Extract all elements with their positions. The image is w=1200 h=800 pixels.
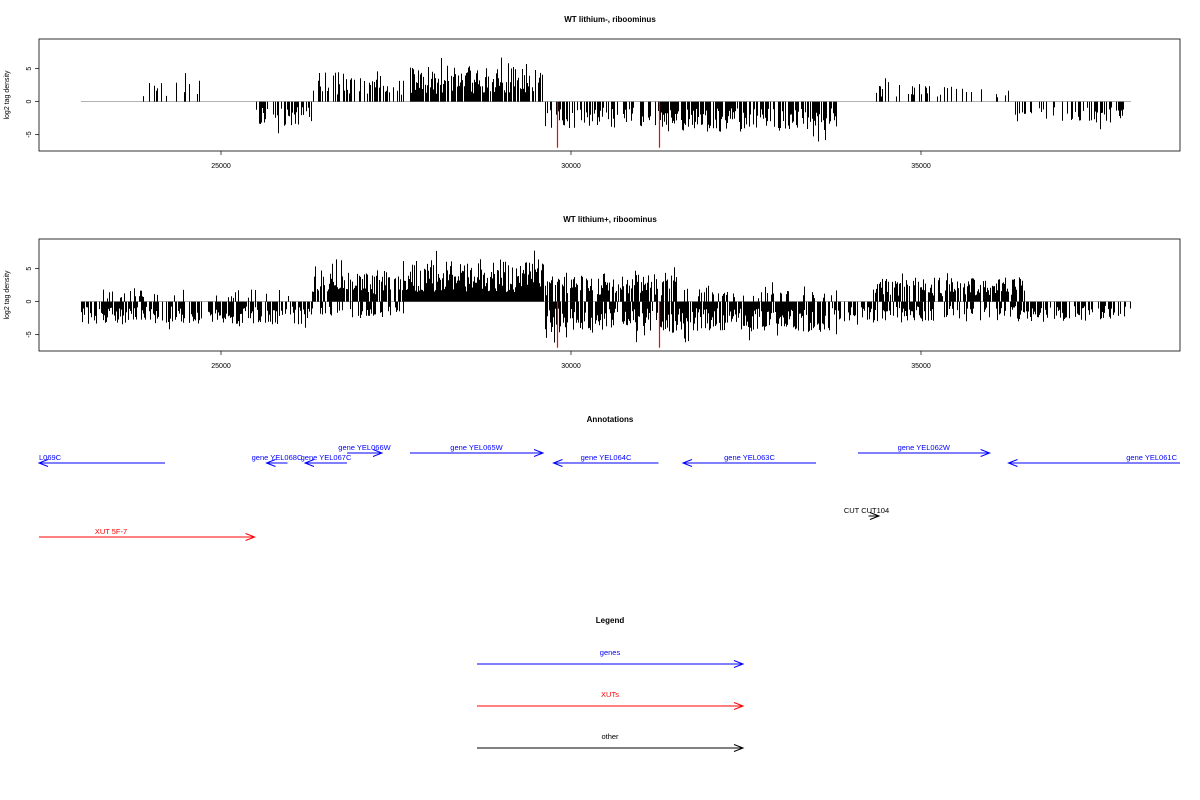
panel-1-xtick-label: 35000 (911, 163, 931, 170)
legend-label: other (601, 732, 619, 741)
feature-label: gene YEL061C (1126, 453, 1177, 462)
coverage-bars (320, 301, 404, 318)
legend-item: other (477, 732, 745, 752)
coverage-bars (81, 301, 313, 330)
coverage-bars (403, 250, 544, 302)
annotation-feature: gene YEL062W (858, 443, 991, 457)
feature-label: CUT CUT104 (844, 506, 889, 515)
feature-label: gene YEL068C (252, 453, 303, 462)
feature-arrowhead (869, 512, 881, 520)
coverage-bars (256, 101, 312, 134)
panel-1-ylabel: log2 tag density (4, 70, 11, 120)
coverage-bars (876, 78, 1009, 102)
coverage-bars (103, 288, 289, 302)
annotation-feature: gene YEL061C (1007, 453, 1180, 467)
annotation-feature: gene YEL063C (681, 453, 816, 467)
panel-1-axes: 25000 30000 35000 5 0 -5 (26, 67, 931, 170)
panel-1-xtick-label: 25000 (211, 163, 231, 170)
panel-2-xtick-label: 35000 (911, 363, 931, 370)
feature-label: gene YEL063C (724, 453, 775, 462)
feature-arrowhead (303, 459, 315, 467)
feature-label: gene YEL066W (338, 443, 391, 452)
feature-arrowhead (681, 459, 693, 467)
panel-2-axes: 25000 30000 35000 5 0 -5 (26, 267, 931, 370)
feature-arrowhead (980, 449, 991, 457)
annotation-feature: gene YEL067C (301, 453, 352, 467)
panel-2-xtick-label: 30000 (561, 363, 581, 370)
annotation-feature: CUT CUT104 (844, 506, 889, 520)
annotation-feature: gene YEL065W (410, 443, 545, 457)
feature-arrowhead (245, 533, 256, 541)
annotations-title: Annotations (587, 415, 634, 424)
feature-arrowhead (1007, 459, 1018, 467)
legend-panel: Legend genes XUTs other (477, 616, 745, 752)
panel-1-ytick-label: 0 (26, 100, 33, 104)
legend-items: genes XUTs other (477, 648, 745, 752)
feature-label: gene YEL067C (301, 453, 352, 462)
annotation-feature: gene YEL066W (338, 443, 392, 457)
panel-2-ytick-label: 5 (26, 267, 33, 271)
coverage-bars (410, 57, 543, 102)
annotation-feature: gene YEL064C (552, 453, 659, 467)
panel-2-ylabel: log2 tag density (4, 270, 11, 320)
coverage-bars (143, 73, 200, 102)
coverage-bars (838, 301, 1131, 325)
panel-1-title: WT lithium-, riboominus (564, 15, 656, 24)
legend-item: XUTs (477, 690, 745, 710)
panel-1-ytick-label: 5 (26, 67, 33, 71)
feature-arrowhead (265, 459, 276, 467)
legend-item: genes (477, 648, 745, 668)
legend-arrowhead (733, 660, 745, 668)
annotation-feature: XUT 5F-7 (39, 527, 256, 541)
annotation-feature: gene YEL068C (252, 453, 303, 467)
panel-2-ytick-label: -5 (26, 331, 33, 337)
coverage-bars (676, 301, 837, 343)
feature-label: XUT 5F-7 (95, 527, 127, 536)
coverage-bars (545, 101, 663, 128)
panel-1-frame (38, 38, 1181, 152)
panel-2-frame (38, 238, 1181, 352)
panel-2: WT lithium+, riboominus log2 tag density… (4, 215, 1181, 370)
panel-1-ytick-label: -5 (26, 131, 33, 137)
feature-arrowhead (37, 459, 49, 467)
legend-title: Legend (596, 616, 625, 625)
feature-arrowhead (372, 449, 384, 457)
annotation-feature: L069C (37, 453, 165, 467)
panel-2-title: WT lithium+, riboominus (563, 215, 657, 224)
feature-label: gene YEL065W (450, 443, 503, 452)
coverage-bars (312, 259, 403, 302)
coverage-bars (662, 101, 837, 142)
coverage-bars (1015, 101, 1124, 130)
panel-2-ytick-label: 0 (26, 300, 33, 304)
coverage-bars (873, 273, 1025, 302)
panel-1-bars (81, 57, 1131, 148)
legend-label: XUTs (601, 690, 619, 699)
panel-2-bars (81, 250, 1131, 348)
feature-label: gene YEL064C (581, 453, 632, 462)
legend-arrowhead (733, 702, 745, 710)
coverage-bars (313, 71, 404, 102)
panel-1-xtick-label: 30000 (561, 163, 581, 170)
panel-1: WT lithium-, riboominus log2 tag density… (4, 15, 1181, 170)
legend-label: genes (600, 648, 621, 657)
feature-label: L069C (39, 453, 62, 462)
feature-arrowhead (552, 459, 563, 467)
legend-arrowhead (733, 744, 745, 752)
feature-label: gene YEL062W (898, 443, 951, 452)
feature-arrowhead (533, 449, 545, 457)
coverage-bars (545, 267, 677, 302)
panel-2-xtick-label: 25000 (211, 363, 231, 370)
coverage-bars (684, 282, 837, 302)
